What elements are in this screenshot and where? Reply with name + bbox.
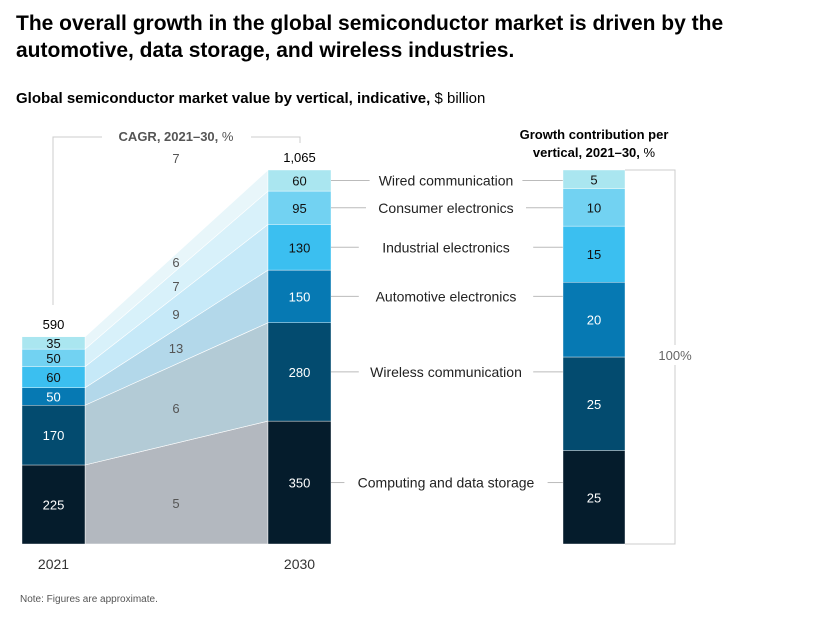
cagr-label: 9 [172, 307, 179, 322]
total-label: 1,065 [283, 150, 316, 165]
growth-bar-segment [562, 225, 626, 283]
series-label: Wireless communication [370, 364, 522, 380]
total-label: 590 [43, 317, 65, 332]
growth-bar-segment [562, 169, 626, 189]
bar-segment [21, 336, 86, 350]
segment-label: 350 [289, 476, 311, 491]
subtitle-unit: $ billion [434, 90, 486, 107]
cagr-label: 13 [169, 341, 183, 356]
bar-segment [267, 269, 332, 323]
subtitle-text: Global semiconductor market value by ver… [16, 90, 431, 107]
growth-segment-label: 25 [587, 490, 601, 505]
segment-label: 280 [289, 365, 311, 380]
chart-title: The overall growth in the global semicon… [16, 12, 724, 62]
segment-label: 60 [46, 370, 60, 385]
segment-label: 225 [43, 497, 65, 512]
bar-segment [21, 405, 86, 466]
growth-title-unit: % [644, 145, 656, 160]
segment-label: 170 [43, 428, 65, 443]
cagr-bracket [52, 136, 102, 305]
chart-note: Note: Figures are approximate. [20, 594, 158, 605]
growth-segment-label: 25 [587, 397, 601, 412]
bar-segment [267, 420, 332, 545]
growth-segment-label: 15 [587, 247, 601, 262]
bar-segment [21, 464, 86, 545]
growth-title-line2: vertical, 2021–30, % [533, 145, 656, 160]
cagr-label: 7 [172, 279, 179, 294]
segment-label: 50 [46, 351, 60, 366]
segment-label: 95 [292, 201, 306, 216]
growth-bar-segment [562, 356, 626, 451]
cagr-label: 6 [172, 255, 179, 270]
segment-label: 35 [46, 336, 60, 351]
series-label: Wired communication [379, 173, 514, 189]
total-percent-label: 100% [658, 348, 692, 363]
segment-label: 150 [289, 289, 311, 304]
growth-segment-label: 20 [587, 313, 601, 328]
x-tick-label: 2030 [284, 556, 315, 572]
bracket-gap [650, 345, 700, 365]
growth-segment-label: 10 [587, 200, 601, 215]
segment-label: 50 [46, 390, 60, 405]
chart-subtitle: Global semiconductor market value by ver… [16, 90, 485, 107]
segment-label: 60 [292, 174, 306, 189]
cagr-label: 6 [172, 401, 179, 416]
cagr-label: 5 [172, 496, 179, 511]
growth-bar-segment [562, 282, 626, 358]
growth-segment-label: 5 [590, 172, 597, 187]
bar-segment [267, 224, 332, 271]
bar-segment [267, 322, 332, 422]
series-label: Industrial electronics [382, 239, 510, 255]
growth-title-line1: Growth contribution per [520, 127, 669, 142]
cagr-unit: % [222, 129, 234, 144]
growth-bar-segment [562, 450, 626, 545]
series-label: Consumer electronics [378, 200, 513, 216]
cagr-bracket [251, 136, 301, 143]
cagr-total-label: 7 [172, 151, 179, 166]
segment-label: 130 [289, 240, 311, 255]
cagr-title: CAGR, 2021–30, % [119, 129, 234, 144]
series-label: Computing and data storage [358, 475, 535, 491]
x-tick-label: 2021 [38, 556, 69, 572]
series-label: Automotive electronics [376, 288, 517, 304]
